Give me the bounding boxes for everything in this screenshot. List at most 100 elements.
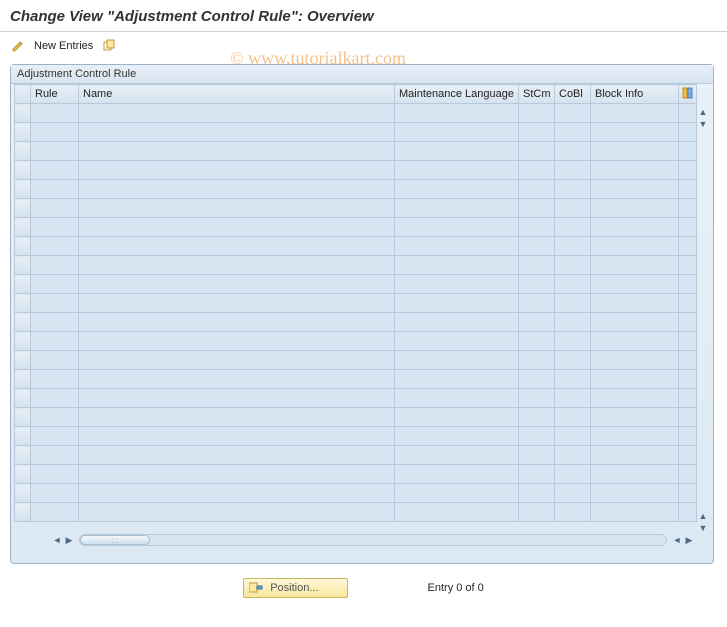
cell-maint_lang[interactable] <box>395 313 519 332</box>
table-row[interactable] <box>15 313 697 332</box>
cell-stcm[interactable] <box>519 275 555 294</box>
row-selector[interactable] <box>15 180 31 199</box>
cell-maint_lang[interactable] <box>395 427 519 446</box>
cell-maint_lang[interactable] <box>395 446 519 465</box>
cell-name[interactable] <box>79 465 395 484</box>
cell-maint_lang[interactable] <box>395 294 519 313</box>
cell-name[interactable] <box>79 294 395 313</box>
row-selector[interactable] <box>15 446 31 465</box>
cell-stcm[interactable] <box>519 218 555 237</box>
cell-maint_lang[interactable] <box>395 256 519 275</box>
cell-stcm[interactable] <box>519 123 555 142</box>
table-row[interactable] <box>15 104 697 123</box>
cell-stcm[interactable] <box>519 427 555 446</box>
cell-block_info[interactable] <box>591 427 679 446</box>
row-selector[interactable] <box>15 389 31 408</box>
cell-name[interactable] <box>79 218 395 237</box>
table-row[interactable] <box>15 180 697 199</box>
cell-block_info[interactable] <box>591 256 679 275</box>
cell-stcm[interactable] <box>519 104 555 123</box>
cell-stcm[interactable] <box>519 446 555 465</box>
cell-block_info[interactable] <box>591 104 679 123</box>
cell-block_info[interactable] <box>591 503 679 522</box>
cell-block_info[interactable] <box>591 218 679 237</box>
cell-rule[interactable] <box>31 142 79 161</box>
cell-rule[interactable] <box>31 294 79 313</box>
row-selector[interactable] <box>15 427 31 446</box>
row-selector[interactable] <box>15 199 31 218</box>
table-row[interactable] <box>15 370 697 389</box>
row-selector[interactable] <box>15 351 31 370</box>
cell-cobl[interactable] <box>555 484 591 503</box>
cell-block_info[interactable] <box>591 351 679 370</box>
edit-icon[interactable] <box>10 38 26 54</box>
cell-stcm[interactable] <box>519 142 555 161</box>
table-row[interactable] <box>15 275 697 294</box>
cell-cobl[interactable] <box>555 351 591 370</box>
cell-maint_lang[interactable] <box>395 389 519 408</box>
cell-stcm[interactable] <box>519 408 555 427</box>
row-selector[interactable] <box>15 275 31 294</box>
hscroll-thumb[interactable]: ::: <box>80 535 150 545</box>
row-selector[interactable] <box>15 332 31 351</box>
cell-maint_lang[interactable] <box>395 275 519 294</box>
cell-maint_lang[interactable] <box>395 237 519 256</box>
col-header-block_info[interactable]: Block Info <box>591 85 679 104</box>
row-selector[interactable] <box>15 370 31 389</box>
table-row[interactable] <box>15 484 697 503</box>
cell-rule[interactable] <box>31 427 79 446</box>
cell-stcm[interactable] <box>519 484 555 503</box>
horizontal-scrollbar[interactable]: ◄ ▶ ::: ◄ ▶ <box>51 532 695 548</box>
cell-cobl[interactable] <box>555 218 591 237</box>
cell-rule[interactable] <box>31 351 79 370</box>
table-row[interactable] <box>15 123 697 142</box>
cell-cobl[interactable] <box>555 180 591 199</box>
table-row[interactable] <box>15 389 697 408</box>
cell-stcm[interactable] <box>519 313 555 332</box>
cell-block_info[interactable] <box>591 446 679 465</box>
scroll-right-icon[interactable]: ◄ <box>671 534 683 546</box>
table-row[interactable] <box>15 142 697 161</box>
cell-name[interactable] <box>79 446 395 465</box>
cell-cobl[interactable] <box>555 104 591 123</box>
scroll-first-icon[interactable]: ◄ <box>51 534 63 546</box>
cell-rule[interactable] <box>31 408 79 427</box>
cell-block_info[interactable] <box>591 275 679 294</box>
cell-name[interactable] <box>79 142 395 161</box>
cell-rule[interactable] <box>31 199 79 218</box>
cell-cobl[interactable] <box>555 465 591 484</box>
cell-cobl[interactable] <box>555 389 591 408</box>
hscroll-track[interactable]: ::: <box>79 534 667 546</box>
cell-rule[interactable] <box>31 503 79 522</box>
cell-rule[interactable] <box>31 465 79 484</box>
cell-maint_lang[interactable] <box>395 199 519 218</box>
cell-maint_lang[interactable] <box>395 503 519 522</box>
cell-block_info[interactable] <box>591 484 679 503</box>
table-row[interactable] <box>15 294 697 313</box>
cell-rule[interactable] <box>31 256 79 275</box>
cell-maint_lang[interactable] <box>395 123 519 142</box>
cell-maint_lang[interactable] <box>395 370 519 389</box>
scroll-left-icon[interactable]: ▶ <box>63 534 75 546</box>
cell-cobl[interactable] <box>555 142 591 161</box>
cell-rule[interactable] <box>31 389 79 408</box>
cell-maint_lang[interactable] <box>395 465 519 484</box>
cell-name[interactable] <box>79 199 395 218</box>
col-header-cobl[interactable]: CoBl <box>555 85 591 104</box>
cell-cobl[interactable] <box>555 370 591 389</box>
cell-name[interactable] <box>79 256 395 275</box>
cell-block_info[interactable] <box>591 389 679 408</box>
cell-rule[interactable] <box>31 237 79 256</box>
table-row[interactable] <box>15 332 697 351</box>
scroll-down-step-icon[interactable]: ▼ <box>697 118 709 130</box>
copy-icon[interactable] <box>101 38 117 54</box>
cell-name[interactable] <box>79 408 395 427</box>
cell-rule[interactable] <box>31 123 79 142</box>
cell-cobl[interactable] <box>555 161 591 180</box>
cell-maint_lang[interactable] <box>395 180 519 199</box>
cell-rule[interactable] <box>31 161 79 180</box>
col-header-stcm[interactable]: StCm <box>519 85 555 104</box>
cell-rule[interactable] <box>31 370 79 389</box>
vertical-scrollbar[interactable]: ▲ ▼ ▲ ▼ <box>696 106 710 534</box>
cell-name[interactable] <box>79 180 395 199</box>
